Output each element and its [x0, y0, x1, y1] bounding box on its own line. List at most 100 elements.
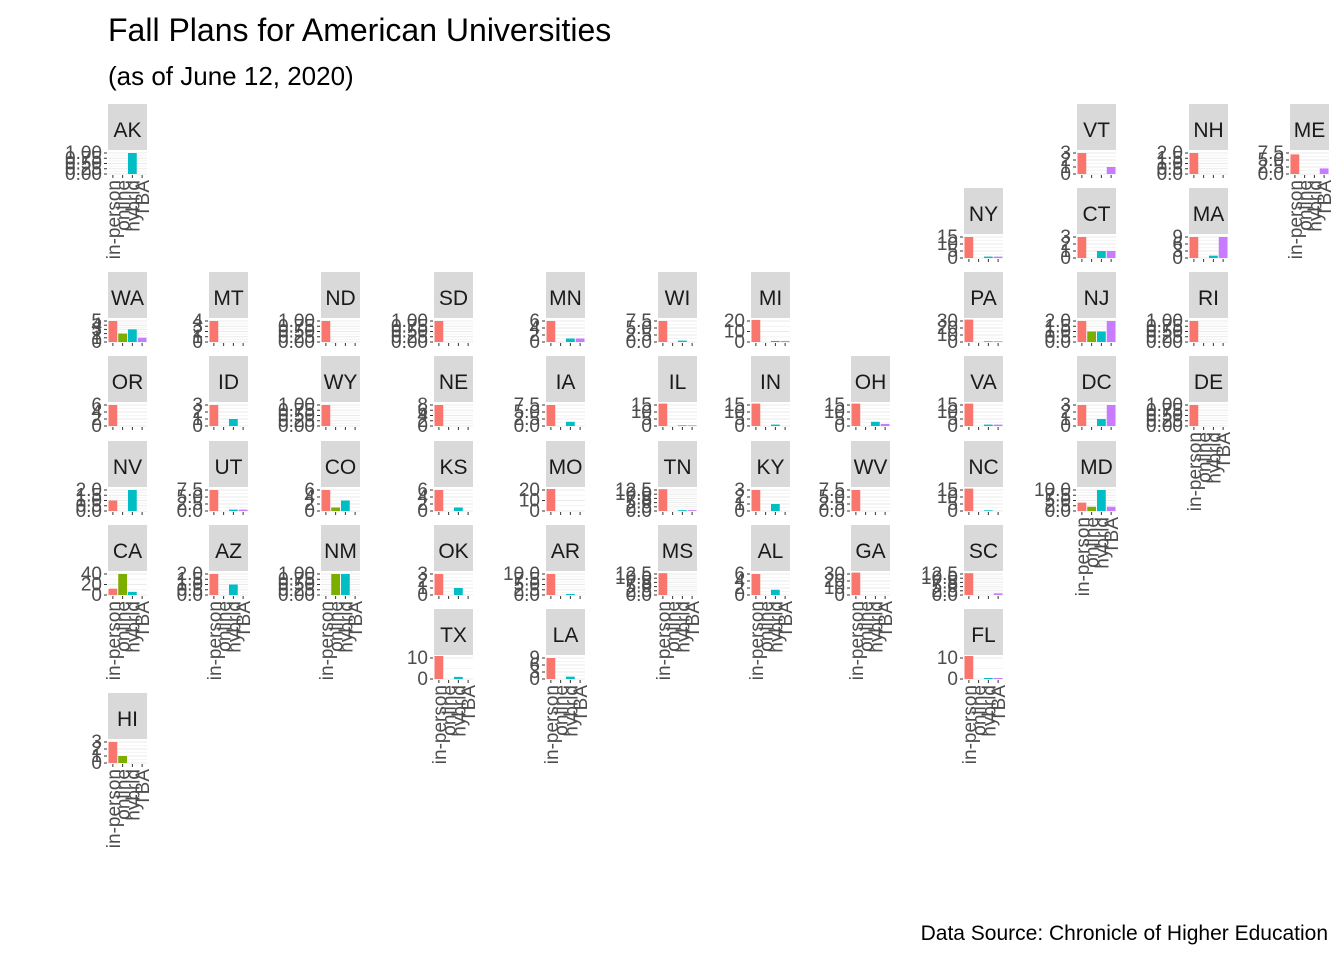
facet-strip-label: TN	[664, 456, 692, 479]
bar-hybrid	[1096, 251, 1106, 258]
y-tick-label: 0.25	[278, 580, 315, 601]
facet-strip-label: WV	[854, 456, 888, 479]
facet-strip	[1077, 104, 1116, 150]
y-tick-label: 4	[91, 315, 102, 336]
y-tick-label: 2	[417, 411, 428, 432]
y-tick-label: 20	[824, 571, 845, 592]
facet-strip	[1077, 272, 1116, 318]
y-tick-label: 2.5	[514, 409, 540, 430]
bar-hybrid	[453, 588, 463, 595]
facet-strip-label: OR	[112, 371, 144, 394]
y-tick-label: 2	[91, 739, 102, 760]
y-tick-label: 10.0	[615, 568, 652, 589]
bar-in-person	[658, 489, 668, 511]
facet-strip	[751, 356, 790, 402]
y-tick-label: 0	[91, 585, 102, 606]
y-tick-label: 1	[417, 578, 428, 599]
facet-strip-label: IA	[556, 371, 576, 394]
bar-in-person	[658, 573, 668, 595]
facet-panel-ak: AK 0.000.250.500.751.00in-persononlinehyb…	[65, 104, 154, 259]
y-tick-label: 12.5	[615, 564, 652, 585]
facet-panel-nm: NM 0.000.250.500.751.00in-persononlinehyb…	[278, 525, 367, 680]
y-tick-label: 0.0	[514, 585, 540, 606]
y-tick-label: 15	[937, 395, 958, 416]
facet-strip	[751, 272, 790, 318]
facet-strip	[851, 525, 890, 571]
y-tick-label: 1.00	[65, 143, 102, 164]
y-tick-label: 5.0	[819, 487, 845, 508]
y-tick-label: 0.25	[65, 159, 102, 180]
y-tick-label: 0.50	[1146, 322, 1183, 343]
y-tick-label: 0.00	[1146, 332, 1183, 353]
y-tick-label: 2.5	[177, 494, 203, 515]
x-tick-label: TBA	[1102, 517, 1123, 554]
bar-in-person	[964, 488, 974, 511]
y-tick-label: 3	[192, 316, 203, 337]
bar-in-person	[1189, 405, 1199, 426]
y-tick-label: 0	[734, 501, 745, 522]
y-tick-label: 2	[1060, 234, 1071, 255]
bar-in-person	[751, 490, 761, 511]
y-tick-label: 12.5	[615, 480, 652, 501]
y-tick-label: 10	[937, 648, 958, 669]
bar-in-person	[1290, 154, 1300, 174]
y-tick-label: 30	[937, 311, 958, 332]
y-tick-label: 3	[91, 319, 102, 340]
bar-tba	[238, 509, 248, 511]
y-tick-label: 0.00	[65, 164, 102, 185]
chart-subtitle: (as of June 12, 2020)	[108, 61, 354, 91]
bar-tba	[1106, 321, 1116, 342]
bar-in-person	[546, 658, 556, 679]
y-tick-label: 2.5	[1258, 157, 1284, 178]
y-tick-label: 0.0	[1258, 164, 1284, 185]
y-tick-label: 4	[192, 311, 203, 332]
bar-in-person	[209, 490, 219, 511]
x-tick-label: in-person	[104, 601, 125, 680]
bar-in-person	[1077, 153, 1087, 174]
facet-strip	[108, 272, 147, 318]
bar-hybrid	[228, 509, 238, 511]
x-tick-label: online	[440, 685, 461, 736]
y-tick-label: 7.5	[1258, 143, 1284, 164]
y-tick-label: 3	[1060, 395, 1071, 416]
y-tick-label: 0.75	[278, 316, 315, 337]
y-tick-label: 6	[91, 395, 102, 416]
y-tick-label: 0	[947, 416, 958, 437]
y-tick-label: 7.5	[626, 572, 652, 593]
x-tick-label: in-person	[847, 601, 868, 680]
facet-strip-label: AZ	[215, 540, 242, 563]
y-tick-label: 0.00	[1146, 416, 1183, 437]
y-tick-label: 0.00	[278, 416, 315, 437]
y-tick-label: 0	[417, 501, 428, 522]
facet-panel-az: AZ 0.00.51.01.52.0in-persononlinehybridTB…	[177, 525, 255, 680]
y-tick-label: 7.5	[932, 572, 958, 593]
facet-strip-label: KS	[439, 456, 467, 479]
x-tick-label: online	[215, 601, 236, 652]
bar-tba	[993, 677, 1003, 679]
facet-strip-label: VA	[970, 371, 996, 394]
facet-strip	[658, 272, 697, 318]
facet-strip-label: MN	[549, 287, 582, 310]
facet-strip-label: FL	[971, 624, 996, 647]
facet-strip	[108, 104, 147, 150]
x-tick-label: hybrid	[673, 601, 694, 653]
x-tick-label: in-person	[430, 685, 451, 764]
bar-hybrid	[1096, 490, 1106, 511]
x-tick-label: TBA	[133, 769, 154, 806]
y-tick-label: 0.0	[514, 416, 540, 437]
facet-strip-label: CT	[1083, 203, 1111, 226]
facet-strip-label: NE	[439, 371, 468, 394]
x-tick-label: online	[970, 685, 991, 736]
facet-strip-label: DE	[1194, 371, 1223, 394]
facet-strip	[964, 441, 1003, 487]
y-tick-label: 2	[417, 494, 428, 515]
x-tick-label: in-person	[205, 601, 226, 680]
y-tick-label: 10	[407, 648, 428, 669]
y-tick-label: 5	[734, 409, 745, 430]
facet-strip-label: TX	[440, 624, 467, 647]
bar-online	[118, 333, 128, 342]
